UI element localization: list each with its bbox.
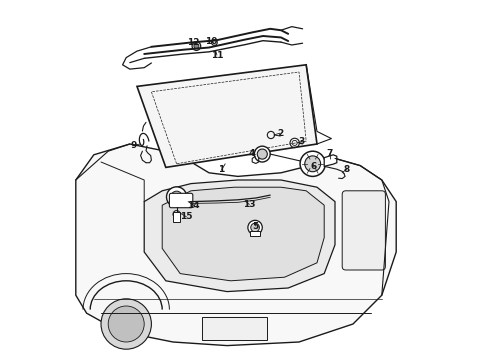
Circle shape bbox=[194, 44, 199, 49]
Polygon shape bbox=[76, 144, 396, 346]
Circle shape bbox=[192, 42, 201, 50]
Text: 12: 12 bbox=[187, 38, 199, 47]
Circle shape bbox=[212, 40, 217, 45]
Polygon shape bbox=[324, 155, 337, 166]
Polygon shape bbox=[137, 65, 317, 167]
FancyBboxPatch shape bbox=[173, 212, 180, 222]
Circle shape bbox=[108, 306, 144, 342]
Text: 4: 4 bbox=[249, 149, 255, 158]
Circle shape bbox=[101, 299, 151, 349]
Text: 7: 7 bbox=[327, 149, 333, 158]
Text: 13: 13 bbox=[243, 200, 256, 209]
FancyBboxPatch shape bbox=[342, 191, 386, 270]
Text: 10: 10 bbox=[205, 37, 217, 46]
Circle shape bbox=[167, 187, 187, 207]
Text: 8: 8 bbox=[343, 165, 350, 174]
Text: 5: 5 bbox=[253, 222, 259, 231]
Text: 2: 2 bbox=[277, 129, 283, 138]
Circle shape bbox=[305, 156, 320, 172]
Text: 1: 1 bbox=[219, 165, 225, 174]
Polygon shape bbox=[144, 180, 335, 292]
Circle shape bbox=[173, 211, 180, 218]
Polygon shape bbox=[162, 187, 324, 281]
Text: 6: 6 bbox=[311, 162, 317, 171]
Circle shape bbox=[171, 191, 182, 203]
Text: 9: 9 bbox=[131, 140, 137, 150]
Circle shape bbox=[257, 149, 268, 159]
Circle shape bbox=[248, 220, 262, 235]
FancyBboxPatch shape bbox=[250, 231, 260, 236]
Circle shape bbox=[251, 223, 259, 232]
Text: 3: 3 bbox=[299, 137, 305, 146]
FancyBboxPatch shape bbox=[170, 193, 193, 208]
Circle shape bbox=[300, 151, 325, 176]
Text: 11: 11 bbox=[211, 50, 223, 59]
FancyBboxPatch shape bbox=[202, 317, 267, 340]
Text: 15: 15 bbox=[180, 212, 193, 221]
Circle shape bbox=[254, 146, 270, 162]
Text: 14: 14 bbox=[187, 201, 200, 210]
